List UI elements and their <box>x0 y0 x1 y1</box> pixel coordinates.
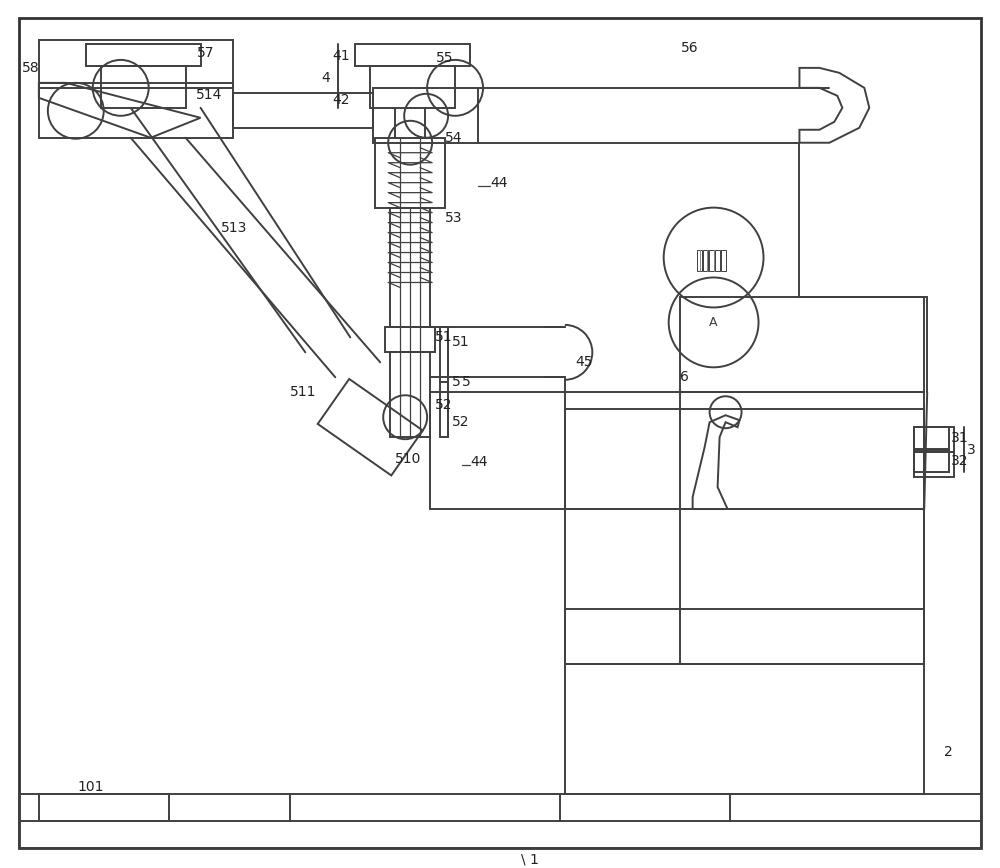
Text: 54: 54 <box>445 131 463 145</box>
Bar <box>565 664 924 793</box>
Bar <box>680 298 924 392</box>
Bar <box>19 793 981 848</box>
Text: 101: 101 <box>78 779 104 793</box>
Text: 2: 2 <box>944 745 953 759</box>
Bar <box>375 138 445 207</box>
Bar <box>385 327 435 352</box>
Bar <box>86 44 201 66</box>
Bar <box>39 82 233 138</box>
Bar <box>914 450 949 472</box>
Text: 514: 514 <box>196 88 222 102</box>
Bar <box>914 427 954 452</box>
Text: 56: 56 <box>681 41 698 55</box>
Text: \ 1: \ 1 <box>521 852 539 866</box>
Bar <box>565 409 924 509</box>
Text: 51: 51 <box>452 335 470 349</box>
Text: 32: 32 <box>951 454 969 468</box>
Text: 5: 5 <box>462 375 471 389</box>
Text: 44: 44 <box>490 175 508 190</box>
Bar <box>709 249 714 272</box>
Text: 510: 510 <box>395 452 422 466</box>
Bar <box>390 352 430 437</box>
Bar <box>715 249 720 272</box>
Bar <box>697 249 702 272</box>
Text: A: A <box>709 316 718 329</box>
Text: 58: 58 <box>22 61 40 75</box>
Text: 51: 51 <box>435 331 453 345</box>
Text: 53: 53 <box>445 211 463 225</box>
Text: 57: 57 <box>197 46 214 60</box>
Bar <box>39 40 233 88</box>
Bar <box>721 249 726 272</box>
Text: 513: 513 <box>221 220 247 234</box>
Bar <box>390 207 430 327</box>
Text: 55: 55 <box>436 51 454 65</box>
Text: 31: 31 <box>951 431 969 445</box>
Bar <box>565 509 924 664</box>
Bar <box>355 44 470 66</box>
Text: 5: 5 <box>452 375 461 389</box>
Text: 45: 45 <box>575 355 592 369</box>
Bar <box>233 93 373 128</box>
Bar <box>680 392 924 509</box>
Text: 52: 52 <box>452 415 470 429</box>
Text: 511: 511 <box>290 385 317 399</box>
Bar <box>101 66 186 108</box>
Bar <box>914 452 954 477</box>
Text: 6: 6 <box>680 371 689 385</box>
Bar <box>373 88 478 142</box>
Text: 42: 42 <box>333 93 350 107</box>
Bar <box>703 249 708 272</box>
Bar <box>565 608 924 664</box>
Text: 44: 44 <box>470 455 488 469</box>
Text: 52: 52 <box>435 398 453 412</box>
Text: 4: 4 <box>322 71 330 85</box>
Bar <box>914 427 949 449</box>
Bar <box>370 66 455 108</box>
Text: 3: 3 <box>967 444 976 457</box>
Bar <box>39 793 169 821</box>
Text: 41: 41 <box>333 49 350 62</box>
